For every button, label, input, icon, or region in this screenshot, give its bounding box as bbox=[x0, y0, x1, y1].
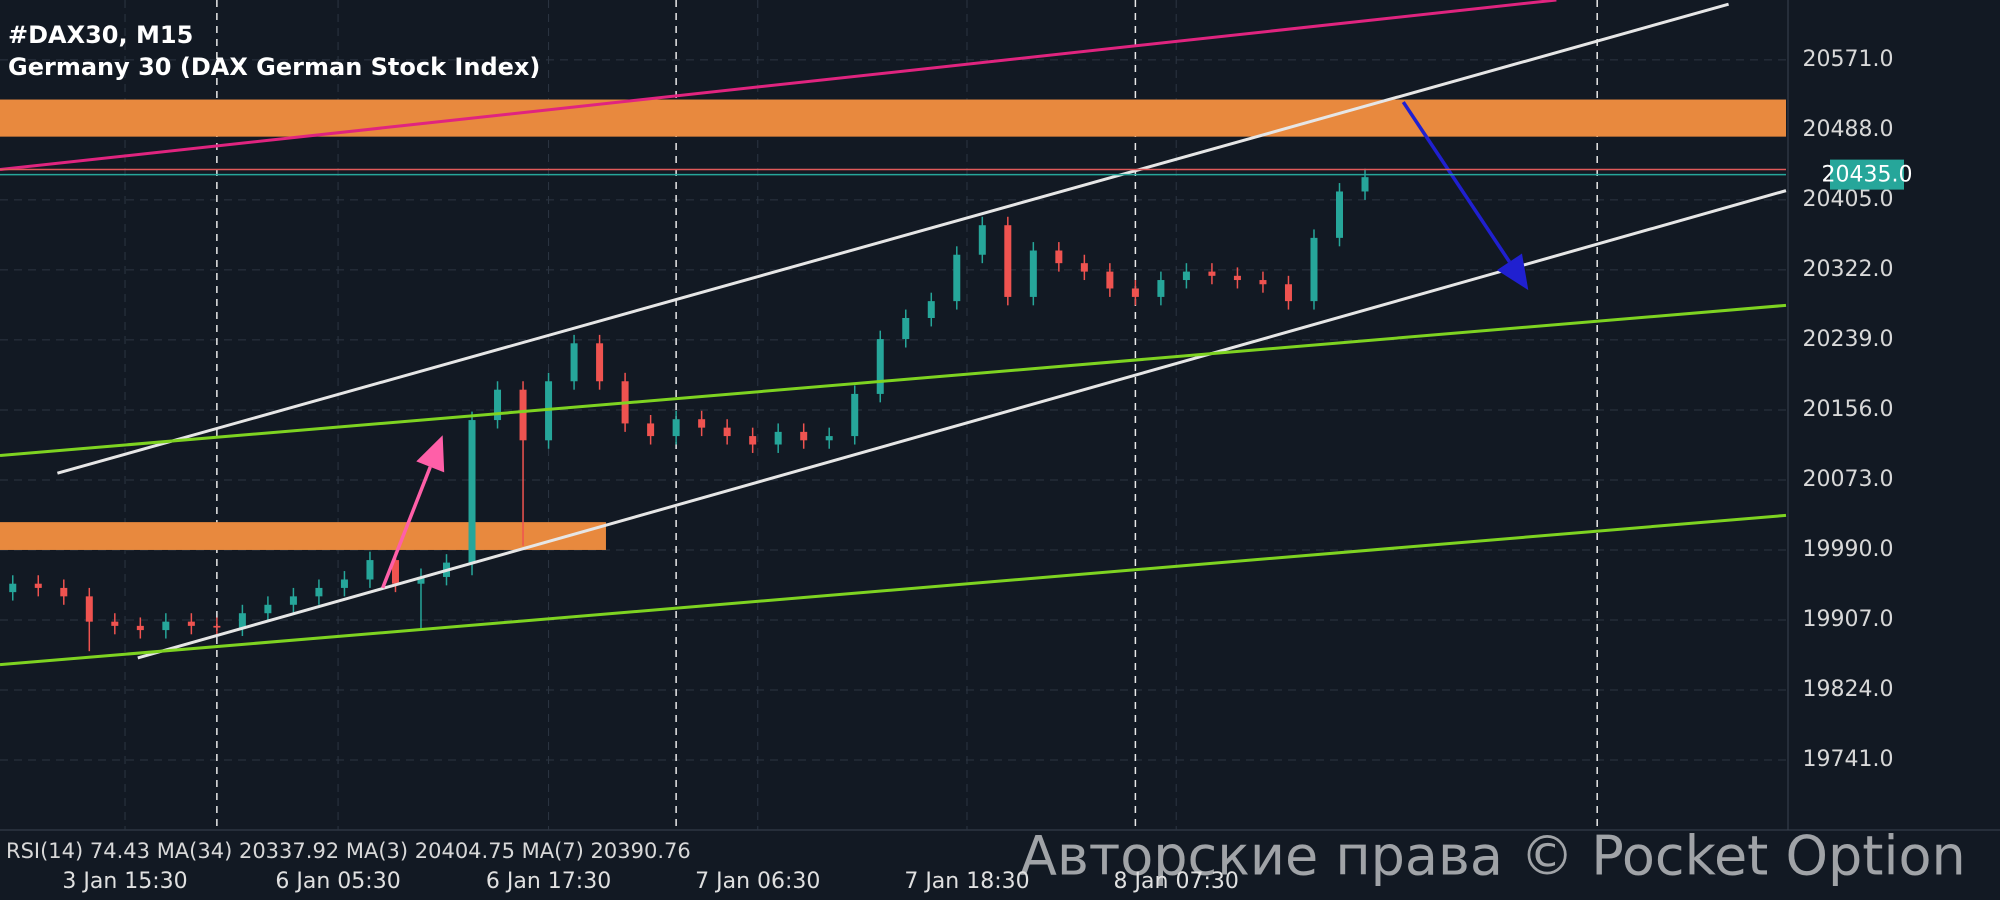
candle-body bbox=[672, 419, 680, 437]
candle-body bbox=[647, 423, 655, 437]
arrow-shaft bbox=[381, 466, 432, 589]
candle-body bbox=[1157, 280, 1165, 297]
arrow-shaft bbox=[1401, 101, 1511, 263]
candle-body bbox=[902, 317, 910, 340]
price-label: 20435.0 bbox=[1822, 163, 1913, 188]
candle-body bbox=[1131, 288, 1139, 297]
indicator-text: RSI(14) 74.43 MA(34) 20337.92 MA(3) 2040… bbox=[6, 839, 691, 863]
y-tick-label: 19824.0 bbox=[1803, 677, 1894, 702]
candle-body bbox=[1259, 280, 1267, 285]
zone bbox=[0, 522, 606, 550]
y-tick-label: 19907.0 bbox=[1803, 607, 1894, 632]
candle-body bbox=[162, 621, 170, 631]
y-tick-label: 20322.0 bbox=[1803, 257, 1894, 282]
candle-body bbox=[749, 436, 757, 445]
candle-body bbox=[85, 596, 93, 622]
candle-body bbox=[34, 583, 42, 588]
candle-body bbox=[1182, 271, 1190, 281]
candle-body bbox=[1029, 250, 1037, 297]
candle-body bbox=[1336, 191, 1343, 238]
candle-body bbox=[774, 431, 782, 445]
candle-body bbox=[825, 436, 833, 441]
candle-body bbox=[417, 576, 425, 584]
x-tick-label: 8 Jan 07:30 bbox=[1114, 869, 1239, 894]
candle-body bbox=[111, 621, 119, 626]
arrow-head bbox=[416, 435, 445, 473]
x-tick-label: 6 Jan 05:30 bbox=[275, 869, 400, 894]
candle-body bbox=[1080, 263, 1088, 272]
candle-body bbox=[1208, 271, 1216, 276]
candle-body bbox=[698, 419, 706, 428]
candle-body bbox=[289, 596, 297, 605]
candle-body bbox=[60, 587, 68, 597]
candle-body bbox=[1361, 177, 1369, 192]
y-tick-label: 19741.0 bbox=[1803, 747, 1894, 772]
candle-body bbox=[340, 579, 348, 588]
zone bbox=[0, 99, 1786, 137]
price-label-box bbox=[1830, 159, 1904, 190]
candle-body bbox=[213, 625, 221, 628]
y-tick-label: 20239.0 bbox=[1803, 327, 1894, 352]
y-tick-label: 20571.0 bbox=[1803, 47, 1894, 72]
trendline bbox=[57, 2, 1729, 475]
y-tick-label: 20156.0 bbox=[1803, 397, 1894, 422]
trendline bbox=[0, 303, 1787, 457]
candle-body bbox=[1004, 225, 1012, 297]
x-tick-label: 7 Jan 06:30 bbox=[695, 869, 820, 894]
candle-body bbox=[953, 254, 961, 302]
candle-body bbox=[264, 604, 272, 614]
y-tick-label: 19990.0 bbox=[1803, 537, 1894, 562]
candle-body bbox=[468, 420, 476, 563]
candle-body bbox=[391, 560, 399, 584]
watermark: Авторские права © Pocket Option bbox=[1020, 825, 1966, 888]
candle-body bbox=[1233, 275, 1241, 281]
trendline bbox=[0, 0, 1557, 172]
candle-body bbox=[494, 389, 502, 421]
y-tick-label: 20405.0 bbox=[1803, 187, 1894, 212]
plot: 19741.0 19824.0 19907.0 19990.0 20073.0 20156… bbox=[0, 0, 1912, 830]
candle-body bbox=[723, 427, 731, 437]
candle-body bbox=[315, 587, 323, 597]
candle-body bbox=[570, 343, 578, 382]
candle-body bbox=[366, 560, 374, 580]
y-tick-label: 20488.0 bbox=[1803, 117, 1894, 142]
candle-body bbox=[978, 225, 986, 255]
candle-body bbox=[238, 613, 246, 628]
candle-body bbox=[1284, 284, 1292, 302]
trendline bbox=[0, 513, 1787, 667]
candle-body bbox=[596, 343, 604, 382]
y-tick-label: 20073.0 bbox=[1803, 467, 1894, 492]
x-tick-label: 7 Jan 18:30 bbox=[904, 869, 1029, 894]
candle-body bbox=[9, 583, 17, 593]
x-tick-label: 6 Jan 17:30 bbox=[486, 869, 611, 894]
candle-body bbox=[927, 301, 935, 318]
chart-subtitle: Germany 30 (DAX German Stock Index) bbox=[8, 53, 540, 81]
candle-body bbox=[876, 339, 884, 394]
candle-body bbox=[136, 625, 144, 631]
candle-body bbox=[1310, 237, 1318, 302]
arrow-head bbox=[1496, 253, 1529, 291]
candle-body bbox=[1106, 271, 1114, 289]
x-tick-label: 3 Jan 15:30 bbox=[62, 869, 187, 894]
candle-body bbox=[800, 431, 808, 441]
candle-body bbox=[851, 393, 859, 437]
chart-title: #DAX30, M15 bbox=[8, 21, 193, 49]
candle-body bbox=[187, 621, 195, 626]
candle-body bbox=[1055, 250, 1063, 264]
candle-body bbox=[519, 389, 527, 441]
